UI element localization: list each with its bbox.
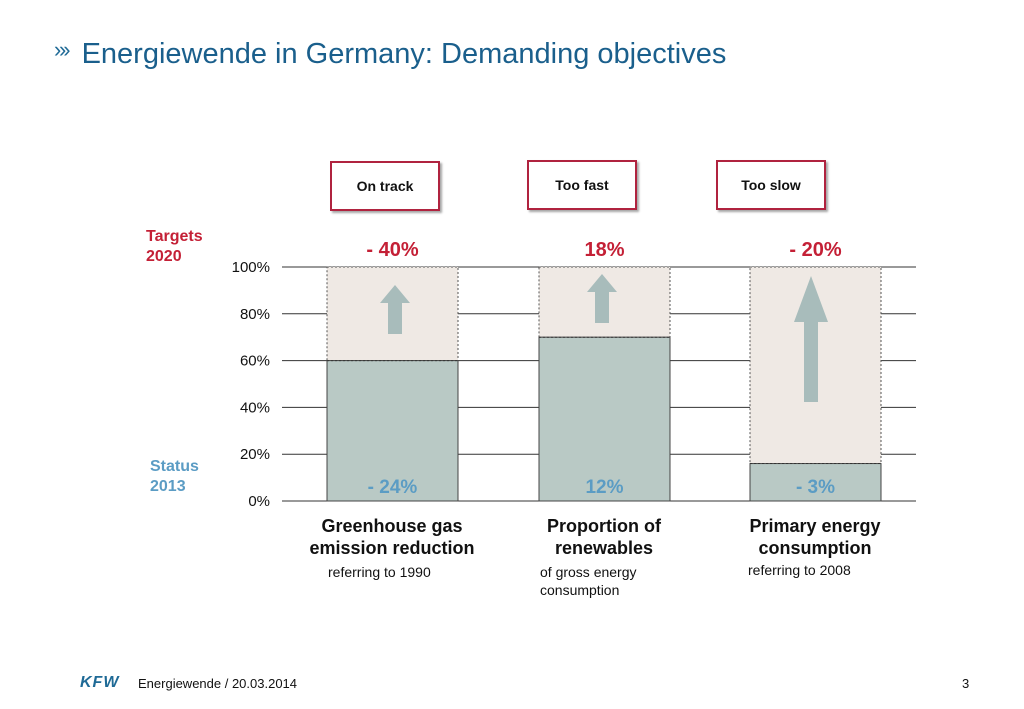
status-value-label: - 24% [368, 477, 418, 498]
status-box-too-fast: Too fast [527, 160, 637, 210]
category-note-line: referring to 1990 [328, 564, 431, 580]
kfw-logo: KFW [80, 674, 120, 691]
chevron-icon: »› [54, 37, 70, 62]
status-label: Status 2013 [150, 457, 199, 497]
y-tick-label: 40% [240, 399, 270, 416]
title-bar: »› Energiewende in Germany: Demanding ob… [54, 37, 727, 71]
category-note-greenhouse: referring to 1990 [328, 563, 431, 581]
status-bar [538, 336, 671, 502]
category-note-line: of gross energy [540, 564, 637, 580]
targets-label-line2: 2020 [146, 248, 182, 265]
y-tick-label: 100% [232, 259, 270, 276]
status-bar [749, 463, 882, 502]
up-arrow-icon [380, 285, 410, 334]
y-tick-label: 0% [248, 493, 270, 510]
status-value-label: 12% [585, 477, 623, 498]
status-label-line2: 2013 [150, 478, 186, 495]
page-number: 3 [962, 676, 970, 691]
footer-text: Energiewende / 20.03.2014 [138, 676, 298, 691]
target-value-label: - 20% [789, 239, 841, 261]
up-arrow-icon [587, 274, 617, 323]
up-arrow-icon [794, 276, 828, 402]
category-note-line: referring to 2008 [748, 562, 851, 578]
status-bar [326, 360, 459, 502]
category-label-line: renewables [554, 538, 654, 558]
category-label-line: Primary energy [749, 516, 881, 536]
category-label-line: Greenhouse gas [321, 516, 463, 536]
target-value-label: - 40% [366, 239, 418, 261]
category-label-line: consumption [758, 538, 872, 558]
category-label-line: Proportion of [547, 516, 661, 536]
status-label-line1: Status [150, 458, 199, 475]
status-value-label: - 3% [796, 477, 835, 498]
y-tick-label: 20% [240, 446, 270, 463]
targets-label-line1: Targets [146, 228, 203, 245]
status-box-on-track: On track [330, 161, 440, 211]
category-note-renewables: of gross energy consumption [540, 563, 637, 599]
category-label-primary-energy: Primary energy consumption [705, 515, 925, 559]
category-note-primary-energy: referring to 2008 [748, 561, 851, 579]
category-note-line: consumption [540, 582, 620, 598]
category-label-line: emission reduction [309, 538, 475, 558]
y-tick-label: 80% [240, 306, 270, 323]
category-label-renewables: Proportion of renewables [494, 515, 714, 559]
targets-label: Targets 2020 [146, 227, 203, 267]
target-value-label: 18% [584, 239, 624, 261]
status-box-too-slow: Too slow [716, 160, 826, 210]
y-tick-label: 60% [240, 353, 270, 370]
page-title: Energiewende in Germany: Demanding objec… [81, 38, 727, 70]
category-label-greenhouse: Greenhouse gas emission reduction [282, 515, 502, 559]
